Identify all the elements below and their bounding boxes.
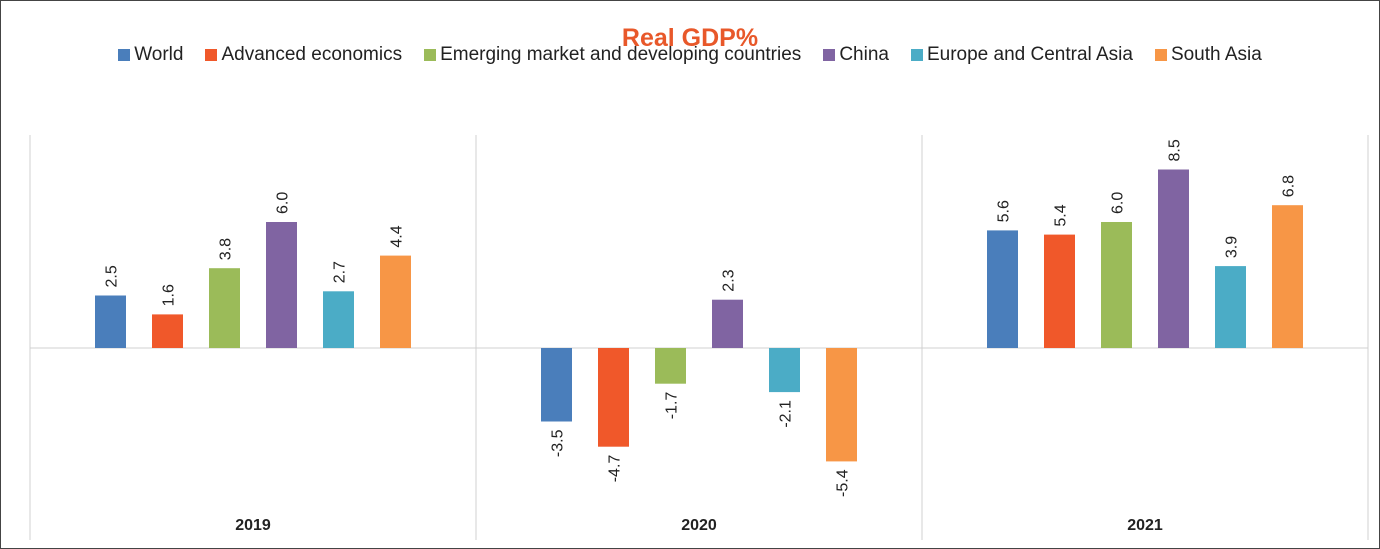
data-label: 8.5 [1167,139,1184,161]
bar [323,291,354,348]
legend-item: South Asia [1154,44,1262,66]
data-label: 2.3 [721,269,738,291]
data-label: 3.9 [1224,236,1241,258]
legend-label: Europe and Central Asia [926,44,1133,65]
legend-swatch [205,49,218,61]
data-label: 6.0 [1110,192,1127,214]
data-label: -2.1 [778,400,795,428]
legend-label: World [134,44,184,65]
legend-label: South Asia [1170,44,1262,65]
legend-label: China [839,44,889,65]
data-label: 2.7 [332,261,349,283]
legend-swatch [1154,49,1167,61]
bar [541,348,572,422]
bar [598,348,629,447]
bar [380,255,411,348]
legend-label: Emerging market and developing countries [440,44,802,65]
legend-item: Emerging market and developing countries [424,44,801,66]
legend-item: China [823,44,889,66]
bar [1272,205,1303,348]
x-tick-label: 2019 [235,517,271,534]
data-label: -4.7 [607,455,624,483]
bar [712,299,743,348]
data-label: -1.7 [664,392,681,420]
data-label: -5.4 [835,469,852,497]
chart-title: Real GDP% [621,24,759,52]
x-tick-label: 2020 [681,517,717,534]
legend-swatch [910,49,923,61]
bar [826,348,857,462]
bar [1044,234,1075,348]
data-label: 6.0 [275,192,292,214]
bar [1158,169,1189,348]
legend-label: Advanced economics [221,44,403,65]
bar [152,314,183,348]
bar [209,268,240,348]
data-label: 3.8 [218,238,235,260]
legend-item: Advanced economics [205,44,402,66]
bar [987,230,1018,348]
data-label: 5.6 [996,200,1013,222]
legend-swatch [118,49,131,61]
data-label: 4.4 [389,225,406,247]
legend-item: World [118,44,183,66]
x-tick-label: 2021 [1127,517,1163,534]
legend-swatch [424,49,437,61]
bar [1215,266,1246,348]
legend-swatch [823,49,836,61]
bar [655,348,686,384]
data-label: -3.5 [550,429,567,457]
bar [95,295,126,348]
data-label: 1.6 [161,284,178,306]
bar [769,348,800,393]
data-label: 2.5 [104,265,121,287]
legend-item: Europe and Central Asia [910,44,1133,66]
bar [1101,222,1132,348]
bar [266,222,297,348]
data-label: 6.8 [1281,175,1298,197]
data-label: 5.4 [1053,204,1070,226]
legend: World Advanced economics Emerging market a… [0,44,1380,66]
